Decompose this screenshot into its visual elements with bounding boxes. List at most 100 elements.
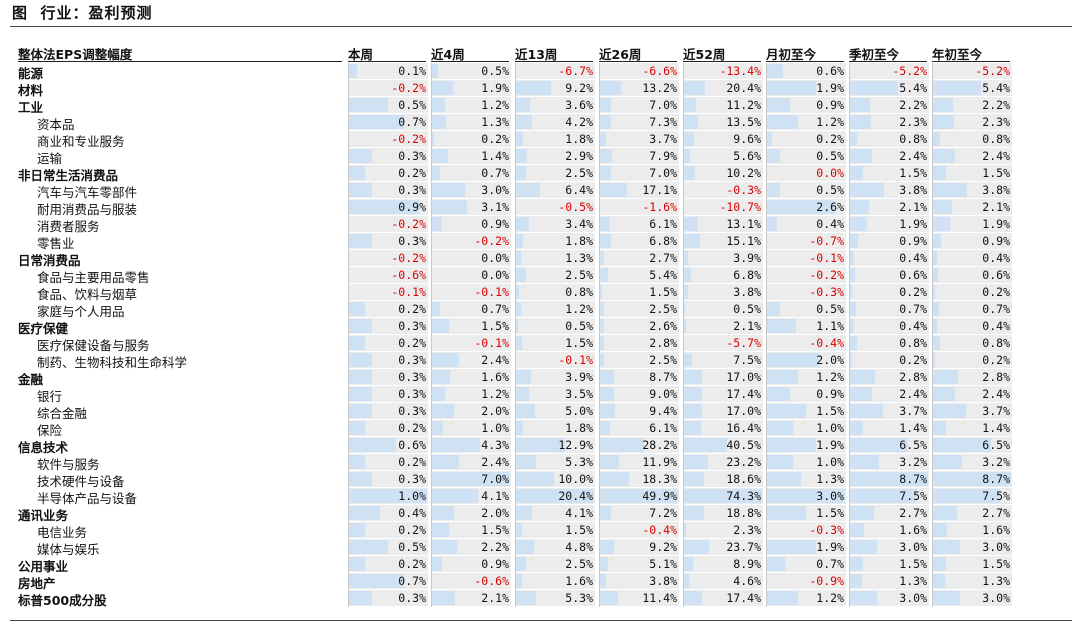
- cell-axis: [348, 335, 349, 352]
- data-bar: [432, 455, 459, 469]
- cell-axis: [348, 63, 349, 80]
- cell-background: [515, 420, 595, 436]
- cell-axis: [683, 233, 684, 250]
- cell-axis: [348, 471, 349, 488]
- data-label: 2.4%: [899, 149, 927, 163]
- data-bar: [600, 132, 606, 146]
- cell-axis: [683, 386, 684, 403]
- cell-axis: [766, 284, 767, 301]
- cell-axis: [849, 420, 850, 437]
- cell-axis: [849, 454, 850, 471]
- cell-axis: [599, 97, 600, 114]
- data-label: 10.0%: [558, 472, 593, 486]
- data-label: 2.7%: [899, 506, 927, 520]
- cell-background: [683, 522, 763, 538]
- data-bar: [933, 268, 939, 282]
- cell-background: [766, 148, 846, 164]
- data-label: 2.6%: [649, 319, 677, 333]
- data-label: 0.6%: [982, 268, 1010, 282]
- cell-axis: [348, 267, 349, 284]
- data-bar: [684, 81, 706, 95]
- data-bar: [933, 506, 958, 520]
- cell-background: [599, 199, 679, 215]
- cell-axis: [431, 488, 432, 505]
- cell-axis: [599, 556, 600, 573]
- data-bar: [600, 404, 615, 418]
- cell-axis: [766, 182, 767, 199]
- data-bar: [767, 540, 817, 554]
- data-bar: [850, 200, 869, 214]
- data-bar: [349, 455, 365, 469]
- data-label: 2.2%: [481, 540, 509, 554]
- data-label: 4.1%: [565, 506, 593, 520]
- cell-axis: [683, 590, 684, 607]
- cell-background: [932, 63, 1012, 79]
- cell-axis: [766, 250, 767, 267]
- cell-background: [599, 267, 679, 283]
- cell-axis: [766, 267, 767, 284]
- data-label: 0.9%: [481, 217, 509, 231]
- cell-background: [599, 420, 679, 436]
- cell-background: [348, 522, 428, 538]
- cell-axis: [348, 573, 349, 590]
- data-bar: [767, 200, 835, 214]
- data-label: 5.1%: [649, 557, 677, 571]
- cell-axis: [766, 131, 767, 148]
- data-label: 0.2%: [899, 285, 927, 299]
- cell-background: [683, 403, 763, 419]
- data-label: 9.2%: [649, 540, 677, 554]
- data-label: 0.0%: [481, 268, 509, 282]
- data-label: 23.2%: [726, 455, 761, 469]
- cell-background: [599, 233, 679, 249]
- data-label: 20.4%: [558, 489, 593, 503]
- cell-axis: [431, 369, 432, 386]
- cell-background: [431, 386, 511, 402]
- row-label: 媒体与娱乐: [37, 542, 100, 557]
- cell-axis: [348, 233, 349, 250]
- column-header-underline: [766, 61, 844, 62]
- cell-background: [431, 556, 511, 572]
- cell-axis: [599, 318, 600, 335]
- cell-axis: [348, 505, 349, 522]
- cell-background: [431, 335, 511, 351]
- cell-background: [515, 386, 595, 402]
- cell-background: [348, 165, 428, 181]
- data-label: 1.3%: [481, 115, 509, 129]
- data-label: 0.2%: [816, 132, 844, 146]
- row-label: 保险: [37, 423, 63, 438]
- data-label: 0.2%: [398, 336, 426, 350]
- data-bar: [684, 404, 702, 418]
- data-bar: [684, 302, 685, 316]
- data-bar: [516, 591, 537, 605]
- data-label: -0.7%: [809, 234, 844, 248]
- cell-axis: [932, 182, 933, 199]
- data-label: -0.2%: [391, 132, 426, 146]
- data-bar: [684, 319, 687, 333]
- cell-background: [683, 267, 763, 283]
- cell-axis: [932, 114, 933, 131]
- cell-axis: [683, 267, 684, 284]
- data-bar: [432, 149, 448, 163]
- column-header-underline: [599, 61, 677, 62]
- data-bar: [850, 149, 872, 163]
- cell-axis: [431, 165, 432, 182]
- data-bar: [516, 251, 521, 265]
- data-bar: [432, 302, 440, 316]
- cell-axis: [683, 182, 684, 199]
- data-label: 3.0%: [899, 591, 927, 605]
- cell-background: [599, 352, 679, 368]
- cell-axis: [849, 471, 850, 488]
- column-header: 近4周: [431, 47, 465, 62]
- cell-axis: [431, 148, 432, 165]
- data-bar: [516, 166, 526, 180]
- row-label: 食品与主要用品零售: [37, 270, 150, 285]
- data-bar: [933, 591, 960, 605]
- data-bar: [349, 421, 365, 435]
- data-label: 1.8%: [565, 234, 593, 248]
- cell-background: [849, 335, 929, 351]
- data-label: 74.3%: [726, 489, 761, 503]
- data-bar: [684, 370, 702, 384]
- data-bar: [933, 489, 1001, 503]
- data-label: -0.2%: [391, 81, 426, 95]
- cell-background: [348, 80, 428, 96]
